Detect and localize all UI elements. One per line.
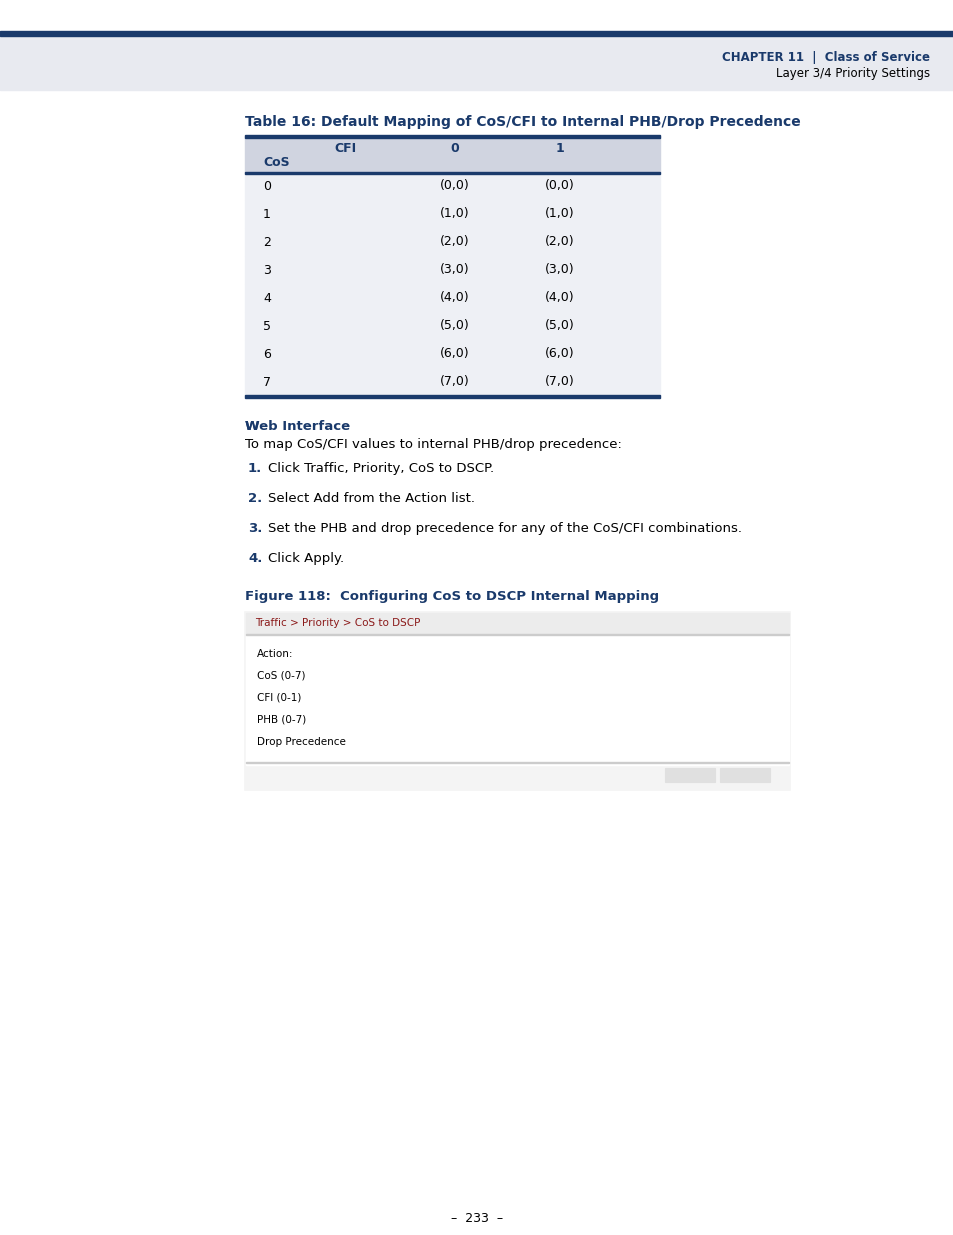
- Text: (6,0): (6,0): [439, 347, 469, 361]
- Text: (3,0): (3,0): [544, 263, 575, 277]
- Text: (5,0): (5,0): [439, 320, 470, 332]
- Text: CFI: CFI: [334, 142, 355, 156]
- Text: Apply: Apply: [675, 769, 704, 779]
- Text: 0: Green: 0: Green: [357, 737, 399, 747]
- Text: (4,0): (4,0): [439, 291, 469, 305]
- Text: (1,0): (1,0): [439, 207, 469, 221]
- Bar: [245, 613, 789, 790]
- Bar: [664, 768, 714, 782]
- Text: 4: 4: [263, 291, 271, 305]
- Text: (4,0): (4,0): [544, 291, 575, 305]
- Text: 6: 6: [263, 347, 271, 361]
- Text: PHB (0-7): PHB (0-7): [256, 715, 306, 725]
- Bar: [245, 284, 659, 312]
- Text: 1: 1: [555, 142, 564, 156]
- Text: Add: Add: [357, 650, 376, 659]
- Text: Figure 118:  Configuring CoS to DSCP Internal Mapping: Figure 118: Configuring CoS to DSCP Inte…: [245, 590, 659, 603]
- Text: (0,0): (0,0): [439, 179, 470, 193]
- Text: 2: 2: [263, 236, 271, 248]
- Text: CHAPTER 11  |  Class of Service: CHAPTER 11 | Class of Service: [721, 51, 929, 63]
- Text: (1,0): (1,0): [544, 207, 575, 221]
- Text: 3.: 3.: [248, 522, 262, 535]
- Bar: [245, 172, 659, 173]
- Text: 4.: 4.: [248, 552, 262, 564]
- Text: Layer 3/4 Priority Settings: Layer 3/4 Priority Settings: [775, 67, 929, 79]
- Text: Web Interface: Web Interface: [245, 420, 350, 433]
- Bar: [245, 172, 659, 200]
- Text: Set the PHB and drop precedence for any of the CoS/CFI combinations.: Set the PHB and drop precedence for any …: [268, 522, 741, 535]
- Text: 1: 1: [263, 207, 271, 221]
- Text: 2.: 2.: [248, 492, 262, 505]
- Text: (2,0): (2,0): [544, 236, 575, 248]
- Bar: [0, 31, 953, 36]
- Text: W: W: [245, 420, 259, 433]
- Bar: [355, 692, 413, 706]
- Text: –  233  –: – 233 –: [451, 1212, 502, 1224]
- Text: Revert: Revert: [727, 769, 761, 779]
- Text: ▼: ▼: [408, 740, 413, 745]
- Text: (3,0): (3,0): [439, 263, 469, 277]
- Bar: [245, 256, 659, 284]
- Bar: [246, 613, 788, 634]
- Bar: [355, 648, 419, 662]
- Text: 0: 0: [450, 142, 459, 156]
- Text: Select Add from the Action list.: Select Add from the Action list.: [268, 492, 475, 505]
- Bar: [245, 340, 659, 368]
- Text: Click Traffic, Priority, CoS to DSCP.: Click Traffic, Priority, CoS to DSCP.: [268, 462, 494, 475]
- Bar: [246, 636, 788, 764]
- Text: 7: 7: [263, 375, 271, 389]
- Text: (0,0): (0,0): [544, 179, 575, 193]
- Text: (7,0): (7,0): [439, 375, 470, 389]
- Text: (7,0): (7,0): [544, 375, 575, 389]
- Text: 1.: 1.: [248, 462, 262, 475]
- Text: (2,0): (2,0): [439, 236, 469, 248]
- Bar: [245, 368, 659, 396]
- Text: (6,0): (6,0): [544, 347, 575, 361]
- Text: 1: 1: [357, 693, 364, 703]
- Text: ▼: ▼: [408, 652, 413, 657]
- Text: To map CoS/CFI values to internal PHB/drop precedence:: To map CoS/CFI values to internal PHB/dr…: [245, 438, 621, 451]
- Text: 5: 5: [263, 320, 271, 332]
- Text: 0: 0: [357, 671, 364, 680]
- Text: CFI (0-1): CFI (0-1): [256, 693, 301, 703]
- Text: Table 16: Default Mapping of CoS/CFI to Internal PHB/Drop Precedence: Table 16: Default Mapping of CoS/CFI to …: [245, 115, 800, 128]
- Bar: [245, 312, 659, 340]
- Bar: [355, 671, 413, 684]
- Bar: [245, 136, 659, 172]
- Text: Traffic > Priority > CoS to DSCP: Traffic > Priority > CoS to DSCP: [254, 618, 420, 629]
- Text: 0: 0: [357, 715, 364, 725]
- Text: Drop Precedence: Drop Precedence: [256, 737, 346, 747]
- Text: CoS: CoS: [263, 157, 290, 169]
- Bar: [245, 135, 659, 138]
- Text: Click Apply.: Click Apply.: [268, 552, 344, 564]
- Bar: [245, 395, 659, 398]
- Bar: [245, 200, 659, 228]
- Bar: [355, 714, 413, 727]
- Text: 3: 3: [263, 263, 271, 277]
- Bar: [355, 736, 419, 750]
- Bar: [720, 768, 769, 782]
- Text: Action:: Action:: [256, 650, 294, 659]
- Text: CoS (0-7): CoS (0-7): [256, 671, 305, 680]
- Bar: [245, 228, 659, 256]
- Text: 0: 0: [263, 179, 271, 193]
- Bar: [0, 36, 953, 90]
- Text: (5,0): (5,0): [544, 320, 575, 332]
